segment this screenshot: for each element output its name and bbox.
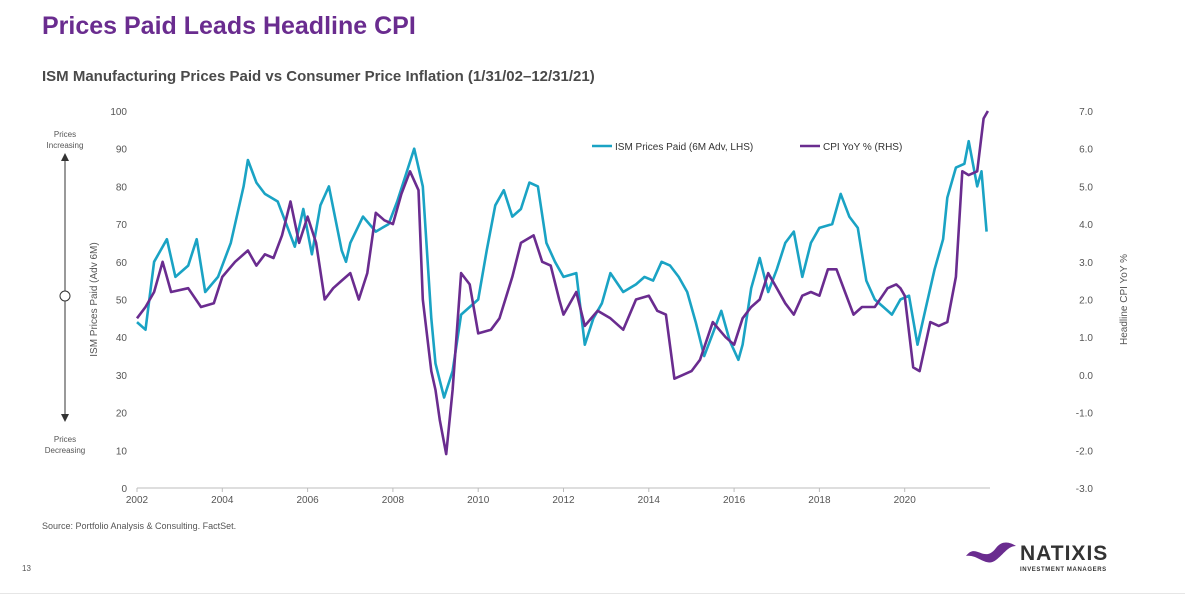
page-number: 13 [22,564,31,573]
arrow-up-icon [61,153,69,161]
x-axis-ticks: 2002 2004 2006 2008 2010 2012 2014 2016 2018 2020 [126,488,916,506]
right-tick-label: 0.0 [1079,371,1093,382]
left-tick-label: 100 [110,107,127,118]
right-tick-label: 4.0 [1079,220,1093,231]
page-title: Prices Paid Leads Headline CPI [42,12,416,40]
left-tick-label: 60 [116,258,128,269]
x-tick-label: 2008 [382,495,405,506]
source-note: Source: Portfolio Analysis & Consulting.… [42,521,237,531]
right-tick-label: 1.0 [1079,333,1093,344]
arrow-down-icon [61,414,69,422]
left-tick-label: 0 [121,484,127,495]
left-axis-ticks: 0 10 20 30 40 50 60 70 80 90 100 [110,107,127,495]
left-tick-label: 30 [116,371,128,382]
chart: Prices Increasing Prices Decreasing 0 10 2… [45,107,1130,506]
chart-legend: ISM Prices Paid (6M Adv, LHS) CPI YoY % … [592,142,902,153]
natixis-swoosh-icon [966,542,1016,563]
series-lines [135,110,990,456]
left-tick-label: 20 [116,409,128,420]
left-axis-label: ISM Prices Paid (Adv 6M) [89,242,100,356]
right-tick-label: -3.0 [1076,484,1094,495]
x-tick-label: 2020 [894,495,917,506]
legend-cpi-label: CPI YoY % (RHS) [823,142,902,153]
right-tick-label: 7.0 [1079,107,1093,118]
x-tick-label: 2002 [126,495,149,506]
prices-decreasing-label-1: Prices [54,435,76,444]
cpi-yoy-line [135,110,990,456]
right-tick-label: 2.0 [1079,296,1093,307]
right-axis-ticks: -3.0 -2.0 -1.0 0.0 1.0 2.0 3.0 4.0 5.0 6.0 7.0 [1076,107,1094,495]
left-tick-label: 80 [116,182,128,193]
right-tick-label: -1.0 [1076,409,1094,420]
natixis-logo: NATIXIS INVESTMENT MANAGERS [962,534,1142,578]
ism-prices-paid-line [136,139,988,399]
x-tick-label: 2012 [552,495,575,506]
prices-increasing-label-2: Increasing [47,141,84,150]
prices-decreasing-label-2: Decreasing [45,446,85,455]
x-tick-label: 2014 [638,495,661,506]
left-tick-label: 70 [116,220,128,231]
right-axis-label: Headline CPI YoY % [1119,254,1130,345]
x-tick-label: 2006 [296,495,319,506]
midpoint-circle-icon [59,290,71,302]
x-tick-label: 2010 [467,495,490,506]
legend-ism-label: ISM Prices Paid (6M Adv, LHS) [615,142,753,153]
x-tick-label: 2018 [808,495,831,506]
left-tick-label: 10 [116,446,128,457]
logo-subtext: INVESTMENT MANAGERS [1020,567,1107,573]
left-tick-label: 40 [116,333,128,344]
price-direction-indicator: Prices Increasing Prices Decreasing [45,130,85,455]
right-tick-label: 6.0 [1079,145,1093,156]
footer-divider [0,593,1185,594]
right-tick-label: 5.0 [1079,182,1093,193]
prices-increasing-label-1: Prices [54,130,76,139]
right-tick-label: 3.0 [1079,258,1093,269]
left-tick-label: 90 [116,145,128,156]
x-tick-label: 2004 [211,495,234,506]
right-tick-label: -2.0 [1076,446,1094,457]
left-tick-label: 50 [116,296,128,307]
x-tick-label: 2016 [723,495,746,506]
logo-wordmark: NATIXIS [1020,542,1109,565]
chart-subtitle: ISM Manufacturing Prices Paid vs Consume… [42,68,595,85]
